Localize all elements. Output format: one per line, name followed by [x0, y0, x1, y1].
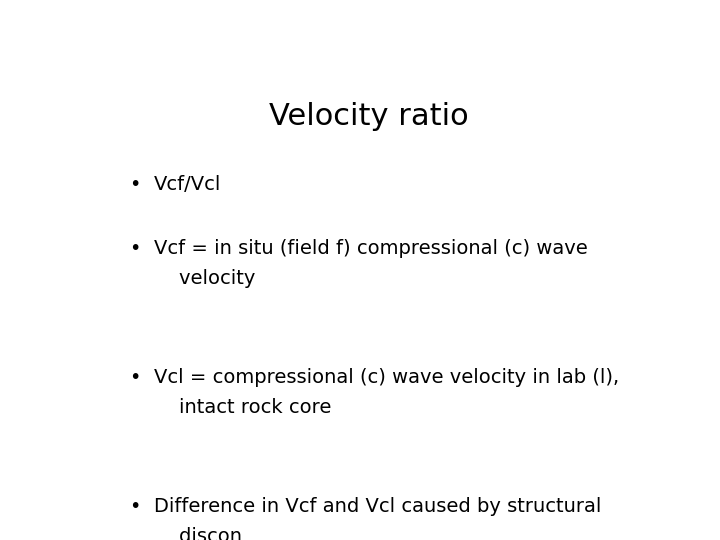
Text: Vcf = in situ (field f) compressional (c) wave: Vcf = in situ (field f) compressional (c… — [154, 239, 588, 259]
Text: velocity: velocity — [154, 269, 256, 288]
Text: Difference in Vcf and Vcl caused by structural: Difference in Vcf and Vcl caused by stru… — [154, 497, 601, 516]
Text: Vcl = compressional (c) wave velocity in lab (l),: Vcl = compressional (c) wave velocity in… — [154, 368, 619, 387]
Text: Velocity ratio: Velocity ratio — [269, 102, 469, 131]
Text: •: • — [129, 239, 140, 259]
Text: •: • — [129, 497, 140, 516]
Text: Vcf/Vcl: Vcf/Vcl — [154, 175, 222, 194]
Text: intact rock core: intact rock core — [154, 399, 331, 417]
Text: •: • — [129, 368, 140, 387]
Text: discon: discon — [154, 527, 242, 540]
Text: •: • — [129, 175, 140, 194]
